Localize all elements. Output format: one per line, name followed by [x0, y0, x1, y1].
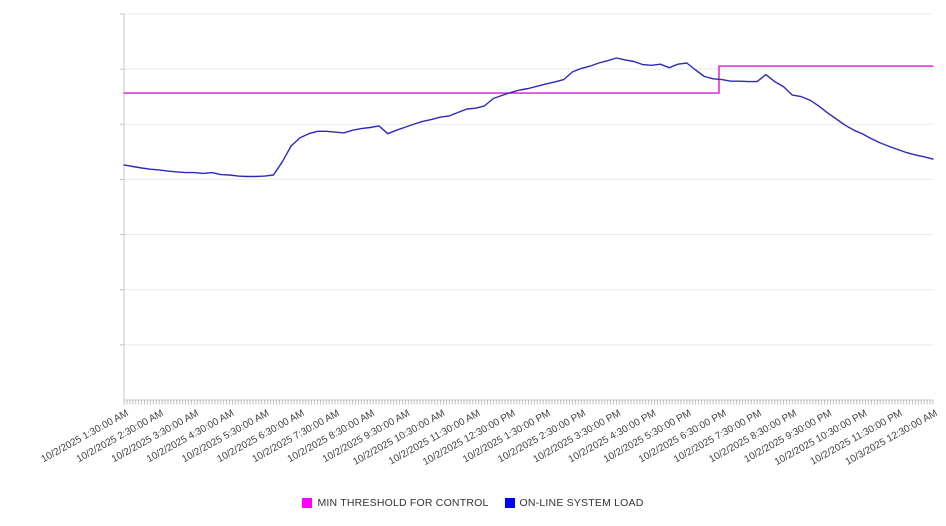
- legend-item-system-load: ON-LINE SYSTEM LOAD: [504, 497, 644, 509]
- legend-label-system-load: ON-LINE SYSTEM LOAD: [519, 497, 644, 509]
- legend-marker-min-threshold-icon: [302, 498, 313, 508]
- legend-marker-system-load-icon: [504, 498, 515, 508]
- chart-legend: MIN THRESHOLD FOR CONTROL ON-LINE SYSTEM…: [0, 497, 946, 509]
- on-line-system-load-line: [123, 57, 934, 178]
- legend-label-min-threshold: MIN THRESHOLD FOR CONTROL: [317, 497, 489, 509]
- line-chart: 10/2/2025 1:30:00 AM 10/2/2025 2:30:00 AM…: [40, 13, 939, 468]
- legend-item-min-threshold: MIN THRESHOLD FOR CONTROL: [302, 497, 488, 509]
